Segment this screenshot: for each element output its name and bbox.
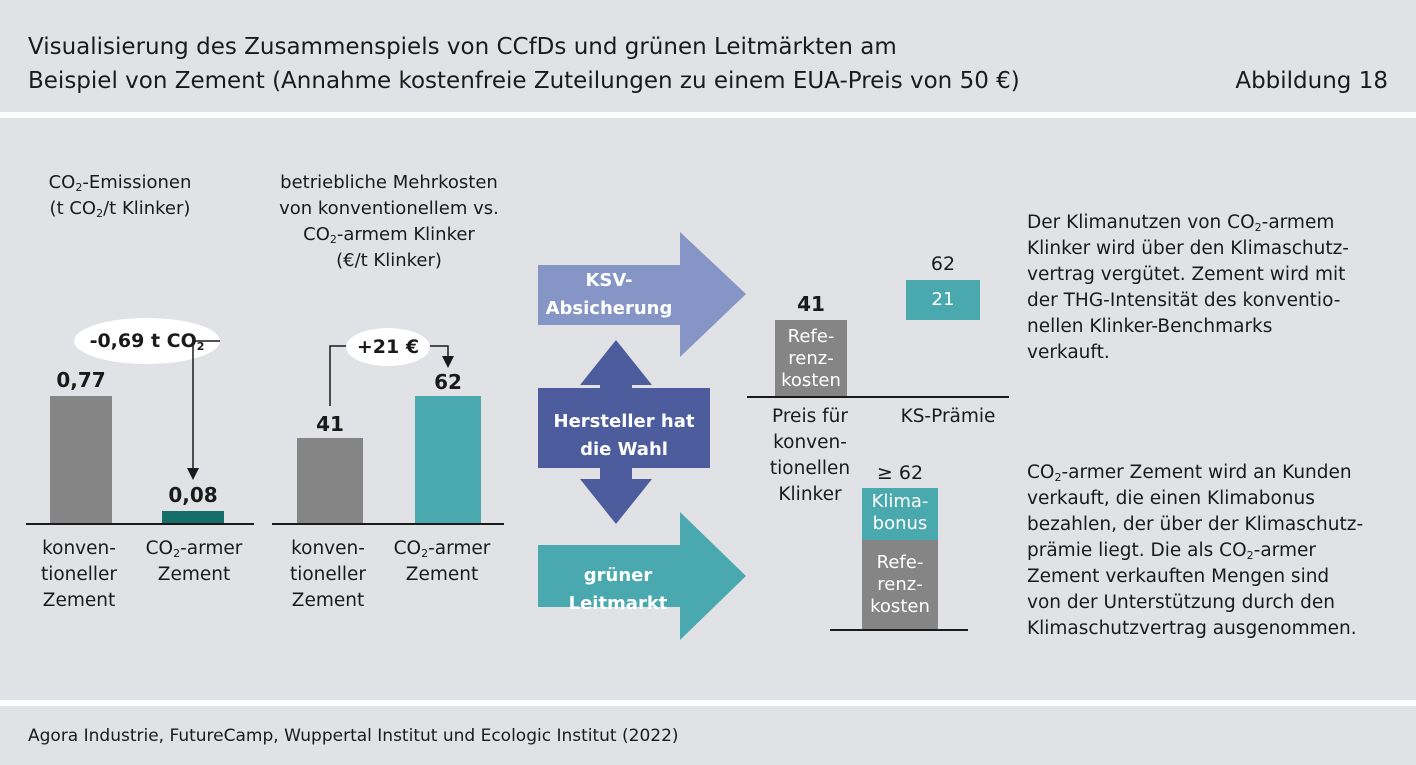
- green-market-arrow: [538, 512, 746, 640]
- choice-double-arrow: [538, 340, 710, 524]
- green-bonus-bar: Klima- bonus: [862, 488, 938, 540]
- emissions-category-low-co2: CO2-armer Zement: [145, 538, 243, 585]
- emissions-low-co2-value: 0,08: [168, 483, 218, 507]
- ksv-arrow: [538, 232, 746, 357]
- ksv-reference-value: 41: [797, 292, 825, 316]
- green-reference-bar: Refe- renz- kosten: [862, 540, 938, 629]
- costs-low-co2-value: 62: [434, 370, 462, 394]
- emissions-conventional-value: 0,77: [56, 368, 106, 392]
- emissions-conventional-bar: [50, 396, 112, 523]
- figure-number: Abbildung 18: [1235, 68, 1388, 94]
- costs-category-low-co2: CO2-armer Zement: [393, 538, 491, 585]
- costs-header: betriebliche Mehrkosten von konventionel…: [279, 172, 499, 271]
- costs-conventional-bar: [297, 438, 363, 523]
- costs-conventional-value: 41: [316, 412, 344, 436]
- ksv-axis: [747, 396, 1009, 398]
- arrows-graphic: [538, 232, 746, 640]
- costs-category-conventional: konven- tioneller Zement: [289, 538, 367, 611]
- emissions-header: CO2-Emissionen (t CO2/t Klinker): [48, 172, 192, 220]
- costs-axis: [272, 523, 504, 525]
- ksv-premium-total: 62: [930, 253, 956, 275]
- emissions-low-co2-bar: [162, 511, 224, 523]
- ksv-premium-bar: 21: [906, 280, 980, 320]
- emissions-difference-arrow: [187, 340, 220, 480]
- source-note: Agora Industrie, FutureCamp, Wuppertal I…: [28, 726, 679, 746]
- ksv-label-premium: KS-Prämie: [900, 406, 996, 427]
- green-market-description: CO2-armer Zement wird an Kunden verkauft…: [1027, 462, 1364, 639]
- costs-difference-badge: +21 €: [346, 328, 430, 366]
- green-axis: [830, 629, 968, 631]
- costs-low-co2-bar: [415, 396, 481, 523]
- emissions-category-conventional: konven- tioneller Zement: [40, 538, 118, 611]
- ksv-arrow-label: KSV- Absicherung: [545, 270, 673, 319]
- ksv-description: Der Klimanutzen von CO2-armem Klinker wi…: [1027, 212, 1349, 363]
- ksv-reference-bar: Refe- renz- kosten: [775, 320, 847, 396]
- title-line-2: Beispiel von Zement (Annahme kostenfreie…: [28, 68, 1020, 94]
- choice-arrow-label: Hersteller hat die Wahl: [553, 411, 695, 460]
- footer-separator: [0, 700, 1416, 706]
- green-total-value: ≥ 62: [876, 462, 924, 484]
- header-separator: [0, 112, 1416, 118]
- page-title: Visualisierung des Zusammenspiels von CC…: [28, 30, 1020, 98]
- green-market-arrow-label: grüner Leitmarkt: [568, 565, 668, 614]
- title-line-1: Visualisierung des Zusammenspiels von CC…: [28, 34, 897, 60]
- ksv-label-conventional-price: Preis für konven- tionellen Klinker: [769, 406, 851, 505]
- emissions-axis: [26, 523, 254, 525]
